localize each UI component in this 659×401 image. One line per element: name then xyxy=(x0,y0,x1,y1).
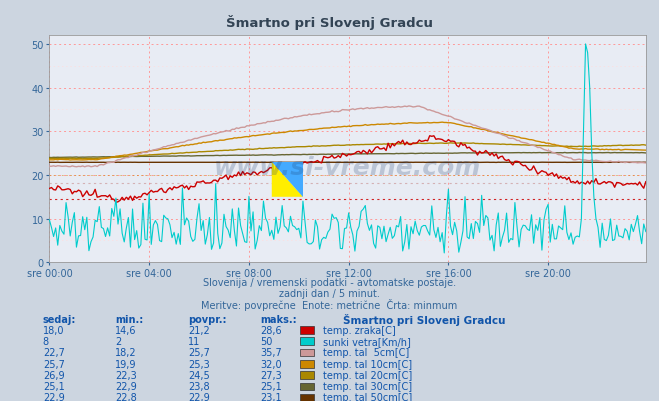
Text: 22,9: 22,9 xyxy=(115,381,137,391)
Text: 23,1: 23,1 xyxy=(260,393,282,401)
Text: povpr.:: povpr.: xyxy=(188,314,226,324)
Text: temp. tal 50cm[C]: temp. tal 50cm[C] xyxy=(323,393,412,401)
Text: 25,1: 25,1 xyxy=(43,381,65,391)
Text: 23,8: 23,8 xyxy=(188,381,210,391)
Text: 27,3: 27,3 xyxy=(260,370,282,380)
Text: 25,3: 25,3 xyxy=(188,359,210,369)
Text: temp. tal  5cm[C]: temp. tal 5cm[C] xyxy=(323,348,409,357)
Text: 8: 8 xyxy=(43,336,49,346)
Text: Meritve: povprečne  Enote: metrične  Črta: minmum: Meritve: povprečne Enote: metrične Črta:… xyxy=(202,298,457,310)
Text: 24,5: 24,5 xyxy=(188,370,210,380)
Text: 28,6: 28,6 xyxy=(260,325,282,335)
Text: 22,8: 22,8 xyxy=(115,393,137,401)
Text: 22,9: 22,9 xyxy=(188,393,210,401)
Text: 22,7: 22,7 xyxy=(43,348,65,357)
Text: Šmartno pri Slovenj Gradcu: Šmartno pri Slovenj Gradcu xyxy=(226,14,433,30)
Text: 25,7: 25,7 xyxy=(43,359,65,369)
Text: 19,9: 19,9 xyxy=(115,359,137,369)
Text: temp. zraka[C]: temp. zraka[C] xyxy=(323,325,395,335)
Text: 18,0: 18,0 xyxy=(43,325,65,335)
Text: 25,1: 25,1 xyxy=(260,381,282,391)
Text: 32,0: 32,0 xyxy=(260,359,282,369)
Text: 22,9: 22,9 xyxy=(43,393,65,401)
Text: 22,3: 22,3 xyxy=(115,370,137,380)
Text: 50: 50 xyxy=(260,336,273,346)
Text: 18,2: 18,2 xyxy=(115,348,137,357)
Polygon shape xyxy=(272,162,303,197)
Text: zadnji dan / 5 minut.: zadnji dan / 5 minut. xyxy=(279,289,380,298)
Text: Slovenija / vremenski podatki - avtomatske postaje.: Slovenija / vremenski podatki - avtomats… xyxy=(203,278,456,288)
Text: www.si-vreme.com: www.si-vreme.com xyxy=(214,156,481,180)
Text: sedaj:: sedaj: xyxy=(43,314,76,324)
Text: temp. tal 20cm[C]: temp. tal 20cm[C] xyxy=(323,370,412,380)
Text: 14,6: 14,6 xyxy=(115,325,137,335)
Text: maks.:: maks.: xyxy=(260,314,297,324)
Text: 35,7: 35,7 xyxy=(260,348,282,357)
Text: min.:: min.: xyxy=(115,314,144,324)
Text: 26,9: 26,9 xyxy=(43,370,65,380)
Text: sunki vetra[Km/h]: sunki vetra[Km/h] xyxy=(323,336,411,346)
Text: 21,2: 21,2 xyxy=(188,325,210,335)
Text: Šmartno pri Slovenj Gradcu: Šmartno pri Slovenj Gradcu xyxy=(343,313,505,325)
Text: temp. tal 30cm[C]: temp. tal 30cm[C] xyxy=(323,381,412,391)
Text: 2: 2 xyxy=(115,336,121,346)
Text: temp. tal 10cm[C]: temp. tal 10cm[C] xyxy=(323,359,412,369)
Text: 25,7: 25,7 xyxy=(188,348,210,357)
Text: 11: 11 xyxy=(188,336,200,346)
Polygon shape xyxy=(272,162,303,197)
